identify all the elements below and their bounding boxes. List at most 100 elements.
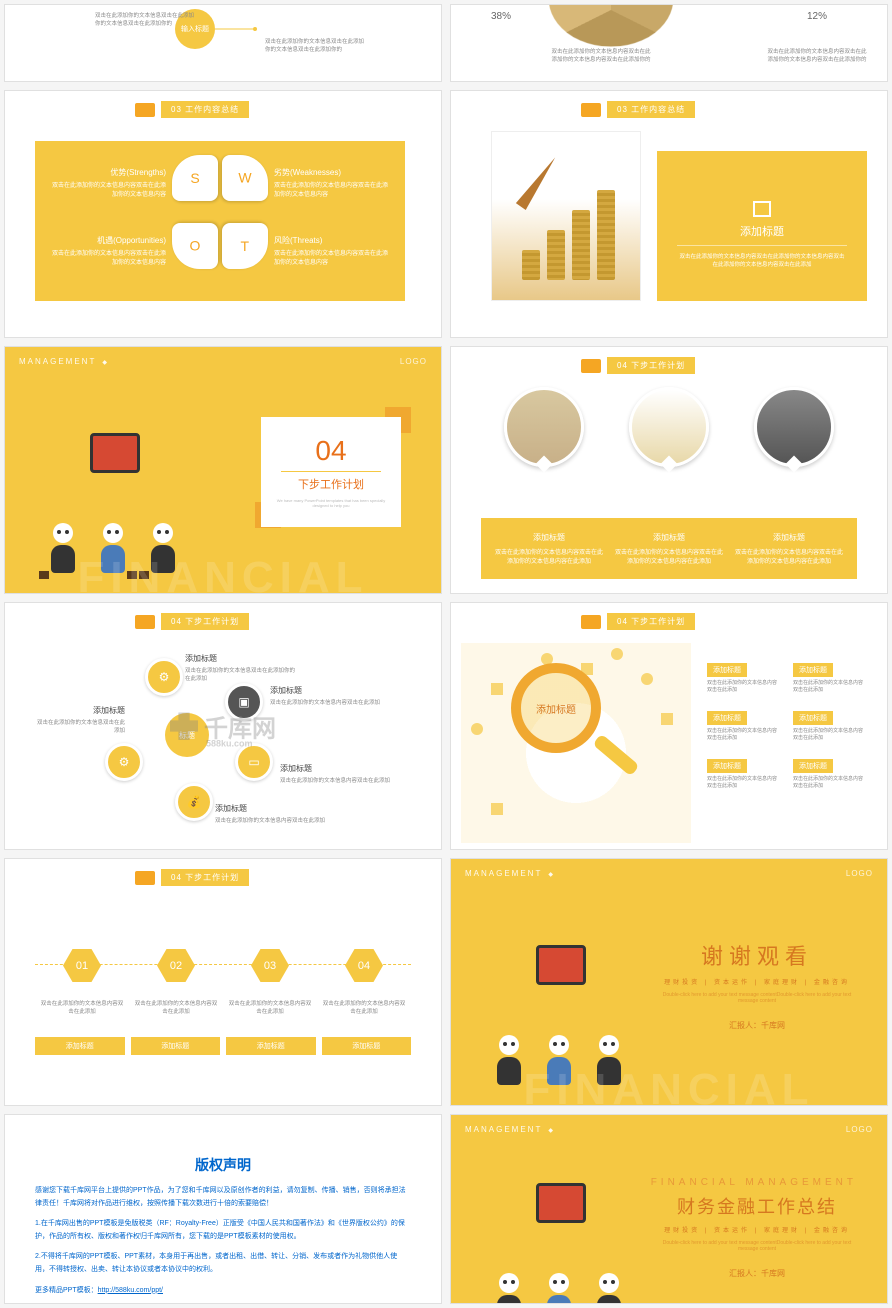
management-label: MANAGEMENT <box>465 1125 555 1134</box>
blob-title: 添加标题 <box>215 803 325 814</box>
section-label: 04 下步工作计划 <box>161 869 249 886</box>
slide-three-circles: 04 下步工作计划 添加标题双击在此添加你的文本信息内容双击在此添加你的文本信息… <box>450 346 888 594</box>
money-icon <box>135 615 155 629</box>
swot-strength-label: 优势(Strengths) <box>51 167 166 178</box>
intro-number: 04 <box>261 435 401 467</box>
blob-desc: 双击在此添加你的文本信息双击在此添加你的在此添加 <box>185 666 295 682</box>
bulb-icon <box>481 1213 495 1227</box>
swot-letter: S <box>190 170 199 186</box>
circle-image <box>754 387 834 467</box>
panel-desc: 双击在此添加你的文本信息内容双击在此添加你的文本信息内容在此添加 <box>495 547 603 565</box>
tag-label: 添加标题 <box>793 711 833 725</box>
thanks-sub: 理财投资 | 资本运作 | 家庭理财 | 金融咨询 <box>657 977 857 986</box>
panel-title: 添加标题 <box>677 223 847 246</box>
slide-thanks: MANAGEMENT LOGO 谢谢观看 理财投资 | 资本运作 | 家庭理财 … <box>450 858 888 1106</box>
pie-chart <box>526 4 696 47</box>
logo-label: LOGO <box>846 869 873 878</box>
swot-desc: 双击在此添加你的文本信息内容双击在此添加你的文本信息内容 <box>51 180 166 198</box>
tag-desc: 双击在此添加你的文本信息内容双击在此添加 <box>793 679 867 693</box>
people-illustration <box>25 433 205 573</box>
tag-label: 添加标题 <box>707 663 747 677</box>
copyright-p3: 2.不得将千库网的PPT模板、PPT素材，本身用于再出售，或者出租、出借、转让、… <box>35 1251 411 1276</box>
percent-38: 38% <box>491 11 511 22</box>
three-panel: 添加标题双击在此添加你的文本信息内容双击在此添加你的文本信息内容在此添加 添加标… <box>481 518 857 579</box>
hexagon: 02 <box>157 949 195 982</box>
thanks-title: 谢谢观看 理财投资 | 资本运作 | 家庭理财 | 金融咨询 Double-cl… <box>657 939 857 1031</box>
section-header: 04 下步工作计划 <box>581 357 695 374</box>
hexagon-row: 01 02 03 04 <box>35 949 411 982</box>
tag-label: 添加标题 <box>793 663 833 677</box>
slide-title: MANAGEMENT LOGO FINANCIAL MANAGEMENT 财务金… <box>450 1114 888 1304</box>
hex-desc: 双击在此添加你的文本信息内容双击在此添加 <box>129 999 223 1015</box>
hexagon: 01 <box>63 949 101 982</box>
computer-icon <box>536 1183 586 1223</box>
slide-growth: 03 工作内容总结 添加标题 双击在此添加你的文本信息内容双击在此添加你的文本信… <box>450 90 888 338</box>
intro-title: 下步工作计划 <box>281 471 381 492</box>
money-icon <box>581 103 601 117</box>
swot-weak-label: 劣势(Weaknesses) <box>274 167 389 178</box>
title-author: 汇报人：千库网 <box>657 1268 857 1279</box>
tag-desc: 双击在此添加你的文本信息内容双击在此添加 <box>707 775 781 789</box>
title-en: Double-click here to add your text messa… <box>657 1240 857 1252</box>
tag-label: 添加标题 <box>707 759 747 773</box>
percent-12: 12% <box>807 11 827 22</box>
financial-watermark: FINANCIAL <box>523 1065 814 1106</box>
hex-button: 添加标题 <box>35 1037 125 1055</box>
blob-arm: ▭ <box>235 743 273 781</box>
bulb-icon <box>481 975 495 989</box>
blob-desc: 双击在此添加你的文本信息内容双击在此添加 <box>215 816 325 824</box>
hexagon: 04 <box>345 949 383 982</box>
circle-image <box>629 387 709 467</box>
blob-title: 添加标题 <box>185 653 295 664</box>
blob-title: 添加标题 <box>280 763 390 774</box>
financial-watermark: FINANCIAL <box>77 553 368 594</box>
tag-list: 添加标题双击在此添加你的文本信息内容双击在此添加 添加标题双击在此添加你的文本信… <box>707 663 867 789</box>
blob-arm: 💰 <box>175 783 213 821</box>
tag-desc: 双击在此添加你的文本信息内容双击在此添加 <box>793 727 867 741</box>
management-label: MANAGEMENT <box>465 869 555 878</box>
hex-button-row: 添加标题 添加标题 添加标题 添加标题 <box>35 1037 411 1055</box>
money-icon <box>581 615 601 629</box>
money-icon <box>581 359 601 373</box>
desc-text: 双击在此添加你的文本信息内容双击在此添加你的文本信息内容双击在此添加你的 <box>767 47 867 63</box>
intro-card: 04 下步工作计划 We have many PowerPoint templa… <box>261 417 401 527</box>
hex-button: 添加标题 <box>131 1037 221 1055</box>
title-sub: 理财投资 | 资本运作 | 家庭理财 | 金融咨询 <box>657 1225 857 1234</box>
logo-label: LOGO <box>400 357 427 366</box>
money-icon <box>135 871 155 885</box>
title-main: 财务金融工作总结 <box>657 1193 857 1219</box>
tag-label: 添加标题 <box>707 711 747 725</box>
swot-desc: 双击在此添加你的文本信息内容双击在此添加你的文本信息内容 <box>51 248 166 266</box>
growth-panel: 添加标题 双击在此添加你的文本信息内容双击在此添加你的文本信息内容双击在此添加你… <box>657 151 867 301</box>
magnifier-circle: 添加标题 <box>511 663 601 753</box>
panel-desc: 双击在此添加你的文本信息内容双击在此添加你的文本信息内容在此添加 <box>735 547 843 565</box>
slide-section-04: MANAGEMENT LOGO 04 下步工作计划 We have many P… <box>4 346 442 594</box>
money-icon <box>135 103 155 117</box>
panel-desc: 双击在此添加你的文本信息内容双击在此添加你的文本信息内容双击在此添加你的文本信息… <box>677 252 847 268</box>
section-header: 03 工作内容总结 <box>581 101 695 118</box>
computer-icon <box>536 945 586 985</box>
circle-row <box>481 387 857 467</box>
hex-button: 添加标题 <box>322 1037 412 1055</box>
section-label: 04 下步工作计划 <box>607 613 695 630</box>
swot-threat-label: 风险(Threats) <box>274 235 389 246</box>
copyright-p1: 感谢您下载千库网平台上提供的PPT作品，为了您和千库网以及原创作者的利益，请勿复… <box>35 1185 411 1210</box>
section-label: 04 下步工作计划 <box>161 613 249 630</box>
section-header: 04 下步工作计划 <box>135 613 249 630</box>
copyright-title: 版权声明 <box>195 1155 251 1175</box>
hex-button: 添加标题 <box>226 1037 316 1055</box>
desc-text: 双击在此添加你的文本信息双击在此添加你的文本信息双击在此添加你的 <box>265 37 365 53</box>
swot-desc: 双击在此添加你的文本信息内容双击在此添加你的文本信息内容 <box>274 248 389 266</box>
section-header: 04 下步工作计划 <box>135 869 249 886</box>
tag-desc: 双击在此添加你的文本信息内容双击在此添加 <box>793 775 867 789</box>
desc-text: 双击在此添加你的文本信息内容双击在此添加你的文本信息内容双击在此添加你的 <box>551 47 651 63</box>
thanks-en: Double-click here to add your text messa… <box>657 992 857 1004</box>
calendar-icon <box>753 201 771 217</box>
copyright-url: http://588ku.com/ppt/ <box>98 1287 163 1294</box>
swot-desc: 双击在此添加你的文本信息内容双击在此添加你的文本信息内容 <box>274 180 389 198</box>
blob-desc: 双击在此添加你的文本信息内容双击在此添加 <box>280 776 390 784</box>
panel-title: 添加标题 <box>615 532 723 543</box>
financial-top-label: FINANCIAL MANAGEMENT <box>651 1177 857 1188</box>
hexagon: 03 <box>251 949 289 982</box>
blob-desc: 双击在此添加你的文本信息双击在此添加 <box>35 718 125 734</box>
